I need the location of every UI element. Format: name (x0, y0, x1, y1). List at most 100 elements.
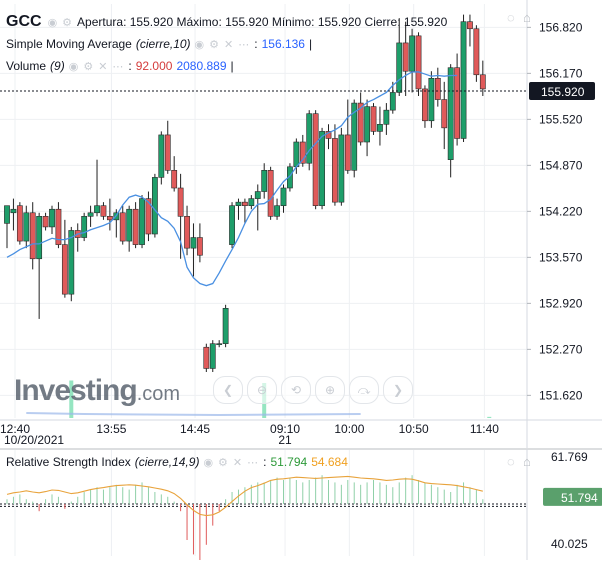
rsi-hide-pane-icon[interactable]: ◌ (507, 454, 515, 469)
candle-down (479, 74, 486, 90)
candle-up (209, 343, 216, 369)
rsi-eye-icon[interactable]: ◉ (203, 456, 215, 469)
hide-pane-icon[interactable]: ◌ (507, 10, 515, 25)
rsi-params: (cierre,14,9) (134, 455, 200, 469)
reset-icon[interactable]: ⟲ (281, 376, 311, 404)
candle-down (184, 216, 190, 249)
sma-close-icon[interactable]: ✕ (224, 38, 235, 51)
candle-up (261, 170, 268, 192)
rsi-line (6, 475, 483, 517)
sma-more-icon[interactable]: ⋯ (238, 38, 251, 51)
candle-down (132, 208, 139, 245)
date-label-start: 10/20/2021 (4, 433, 64, 447)
price-tick-label: 154.220 (539, 204, 583, 218)
scroll-left-icon[interactable]: ❮ (213, 376, 243, 404)
time-tick-label: 10:00 (334, 422, 364, 436)
time-tick-label: 14:45 (180, 422, 210, 436)
price-tick-label: 156.820 (539, 20, 583, 34)
scroll-right-icon[interactable]: ❯ (383, 376, 413, 404)
candle-down (106, 216, 113, 221)
sma-value: 156.136 (261, 37, 305, 51)
rsi-maximize-pane-icon[interactable]: ⌂ (523, 454, 531, 469)
candle-up (87, 212, 94, 217)
candle-up (364, 106, 370, 143)
symbol-name: GCC (6, 13, 42, 30)
rsi-settings-icon[interactable]: ⚙ (218, 456, 229, 469)
candle-up (293, 141, 300, 168)
candle-up (216, 343, 223, 345)
candle-up (23, 212, 30, 242)
price-tick-label: 155.520 (539, 112, 583, 126)
candle-down (332, 138, 338, 203)
volume-settings-icon[interactable]: ⚙ (83, 60, 95, 73)
rsi-signal-value: 54.684 (311, 455, 348, 469)
chart-navigation-bar: ❮ ⊖ ⟲ ⊕ ⤼ ❯ (213, 376, 413, 404)
zoom-in-icon[interactable]: ⊕ (315, 376, 345, 404)
candle-down (415, 35, 422, 90)
rsi-close-icon[interactable]: ✕ (232, 456, 244, 469)
price-tick-label: 152.270 (539, 342, 583, 356)
last-price-tag-label: 155.920 (541, 85, 585, 99)
zoom-out-icon[interactable]: ⊖ (247, 376, 277, 404)
maximize-pane-icon[interactable]: ⌂ (523, 10, 531, 25)
price-tick-label: 151.620 (539, 388, 583, 402)
investing-watermark: Investing.com (14, 374, 180, 408)
candle-down (357, 102, 364, 143)
sma-eye-icon[interactable]: ◉ (194, 38, 206, 51)
candle-down (119, 212, 126, 242)
rsi-legend: Relative Strength Index (cierre,14,9) ◉ … (6, 455, 348, 469)
visibility-eye-icon[interactable]: ◉ (47, 16, 59, 29)
candle-up (36, 216, 43, 260)
candle-down (242, 201, 248, 206)
sma-settings-icon[interactable]: ⚙ (209, 38, 221, 51)
candle-down (267, 170, 274, 217)
price-tick-label: 154.870 (539, 158, 583, 172)
candle-up (190, 237, 197, 249)
rsi-more-icon[interactable]: ⋯ (247, 456, 260, 469)
volume-more-icon[interactable]: ⋯ (112, 60, 125, 73)
rsi-value-tag (543, 487, 602, 506)
volume-params: (9) (50, 59, 65, 73)
candle-down (145, 198, 152, 235)
candle-up (377, 124, 383, 132)
candle-up (306, 113, 313, 164)
volume-value: 92.000 (135, 59, 173, 73)
watermark-suffix: .com (136, 383, 181, 405)
candle-down (312, 113, 319, 206)
candle-up (248, 198, 255, 206)
time-tick-label: 11:40 (470, 422, 499, 436)
volume-label: Volume (6, 59, 47, 73)
candle-up (68, 230, 75, 295)
candle-down (42, 216, 49, 228)
candle-up (94, 205, 100, 214)
candle-down (344, 134, 351, 171)
candle-down (171, 170, 178, 189)
rsi-value-tag-label: 51.794 (561, 491, 598, 505)
settings-gear-icon[interactable]: ⚙ (62, 16, 74, 29)
volume-close-icon[interactable]: ✕ (98, 60, 109, 73)
sma-params: (cierre,10) (135, 37, 191, 51)
candle-up (409, 35, 415, 72)
candle-down (177, 187, 184, 217)
sma-line (6, 71, 458, 287)
sma-legend: Simple Moving Average (cierre,10) ◉ ⚙ ✕ … (6, 37, 313, 51)
rsi-value: 51.794 (270, 455, 308, 469)
symbol-legend: GCC ◉ ⚙ Apertura: 155.920 Máximo: 155.92… (6, 13, 447, 31)
last-price-tag (529, 82, 595, 101)
candle-up (428, 78, 435, 122)
ohlc-values: Apertura: 155.920 Máximo: 155.920 Mínimo… (77, 15, 448, 29)
candle-down (473, 28, 480, 76)
volume-bar (69, 380, 74, 418)
candle-up (254, 191, 261, 199)
candle-up (274, 205, 280, 217)
candle-up (319, 131, 325, 206)
candle-up (351, 102, 358, 171)
time-tick-label: 09:10 (270, 422, 300, 436)
time-tick-label: 13:55 (96, 422, 126, 436)
candle-up (447, 67, 454, 160)
go-to-end-icon[interactable]: ⤼ (349, 376, 379, 404)
candle-down (299, 141, 306, 164)
volume-eye-icon[interactable]: ◉ (68, 60, 80, 73)
